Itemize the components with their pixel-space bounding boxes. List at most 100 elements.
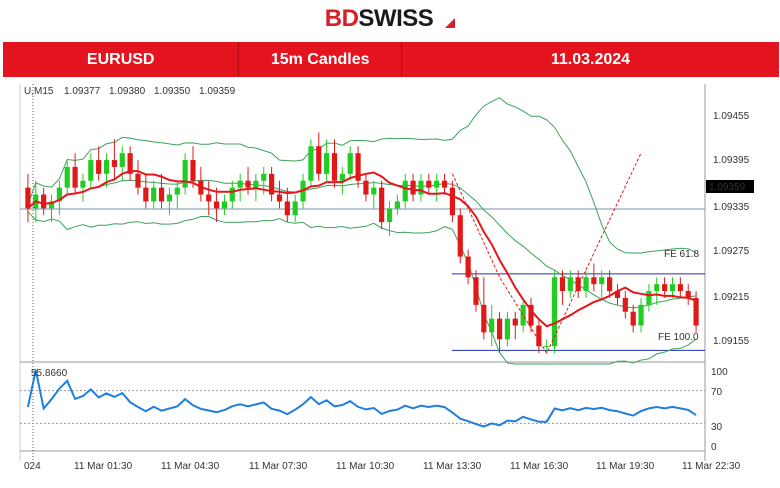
time-tick-9: 11 Mar 22:30	[682, 461, 741, 472]
candle-body	[410, 180, 416, 195]
candle-body	[685, 291, 691, 298]
current-price-label: 1.09359	[709, 182, 746, 193]
candle-body	[174, 187, 180, 195]
time-tick-2: 11 Mar 01:30	[74, 461, 133, 472]
symbol-label: EURUSD	[3, 42, 240, 77]
candle-body	[64, 166, 70, 188]
candle-body	[72, 166, 78, 188]
candle-body	[669, 284, 676, 292]
candle-body	[418, 180, 424, 195]
candle-body	[41, 194, 47, 209]
bollinger-lower-band	[27, 211, 697, 365]
date-label: 11.03.2024	[550, 51, 631, 68]
candle-body	[630, 311, 636, 326]
candle-body	[158, 187, 165, 202]
current-price-tag	[706, 180, 754, 193]
candle-body	[229, 187, 235, 202]
candle-body	[693, 297, 699, 326]
candle-body	[276, 194, 283, 202]
candle-body	[253, 180, 259, 188]
candle-body	[135, 173, 141, 188]
price-tick-4: 1.09275	[713, 246, 750, 257]
timeframe-label: 15m Candles	[239, 42, 402, 77]
candle-body	[591, 277, 597, 285]
rsi-tick-0: 0	[711, 442, 717, 453]
rsi-value-label: 55.8660	[31, 368, 68, 379]
candle-body	[426, 180, 432, 188]
price-tick-3: 1.09335	[713, 202, 750, 213]
candle-body	[284, 201, 290, 216]
candle-body	[355, 153, 361, 181]
candle-body	[213, 201, 220, 209]
candle-body	[103, 160, 110, 174]
price-chart[interactable]: U,M15 1.09377 1.09380 1.09350 1.09359 FE…	[0, 78, 780, 488]
candle-body	[465, 256, 471, 278]
candle-body	[567, 277, 573, 292]
fib-expansion-path	[451, 152, 642, 355]
candle-body	[394, 201, 400, 209]
candle-body	[127, 153, 133, 174]
candle-body	[457, 215, 463, 257]
candle-body	[371, 187, 377, 195]
candle-body	[496, 318, 503, 340]
candle-body	[80, 180, 86, 188]
candle-body	[607, 277, 613, 292]
ohlc-close: 1.09359	[199, 86, 236, 97]
candle-body	[190, 160, 196, 181]
brand-arrow-icon	[435, 18, 456, 28]
candle-body	[489, 318, 495, 333]
brand-name-part2: SWISS	[358, 5, 434, 32]
candle-body	[96, 160, 102, 174]
time-tick-3: 11 Mar 04:30	[161, 461, 220, 472]
candle-body	[599, 277, 605, 285]
candle-body	[551, 277, 558, 347]
header-banner: EURUSD 15m Candles 11.03.2024	[3, 42, 779, 77]
candle-body	[331, 153, 338, 181]
candle-body	[638, 304, 644, 326]
candle-body	[111, 160, 117, 167]
candle-body	[151, 187, 157, 202]
candle-body	[646, 291, 652, 305]
candle-body	[575, 277, 581, 292]
fib-label-100: FE 100.0	[658, 332, 699, 343]
candle-body	[221, 201, 228, 209]
ohlc-info-label: U,M15	[24, 86, 54, 97]
candle-body	[339, 173, 345, 181]
candle-body	[520, 304, 526, 326]
candle-body	[347, 153, 353, 174]
time-tick-8: 11 Mar 19:30	[596, 461, 655, 472]
candle-body	[324, 153, 330, 174]
candle-body	[473, 277, 479, 305]
candle-body	[662, 284, 668, 292]
candle-body	[536, 325, 542, 347]
rsi-tick-100: 100	[711, 367, 728, 378]
brand-name-part1: BD	[324, 5, 359, 32]
price-tick-5: 1.09215	[713, 292, 750, 303]
candle-body	[379, 187, 385, 223]
candle-body	[481, 304, 487, 333]
candle-body	[402, 180, 408, 202]
candle-body	[25, 187, 31, 209]
candle-body	[143, 187, 149, 202]
candle-body	[182, 160, 188, 188]
candle-body	[308, 146, 314, 181]
candle-body	[449, 187, 455, 216]
candle-body	[56, 187, 62, 202]
candle-body	[544, 346, 550, 348]
candle-body	[622, 297, 628, 312]
bollinger-upper-band	[27, 97, 697, 254]
candle-body	[386, 208, 393, 223]
candle-body	[677, 284, 683, 292]
candle-body	[583, 277, 589, 292]
price-tick-2: 1.09395	[713, 155, 750, 166]
candle-body	[119, 153, 125, 167]
candle-body	[512, 318, 518, 326]
candle-body	[292, 201, 298, 216]
time-tick-6: 11 Mar 13:30	[423, 461, 482, 472]
candle-body	[261, 173, 267, 181]
rsi-line	[26, 369, 697, 428]
price-tick-6: 1.09155	[713, 336, 750, 347]
rsi-tick-30: 30	[711, 422, 723, 433]
candle-body	[614, 291, 621, 298]
candle-body	[654, 284, 660, 292]
